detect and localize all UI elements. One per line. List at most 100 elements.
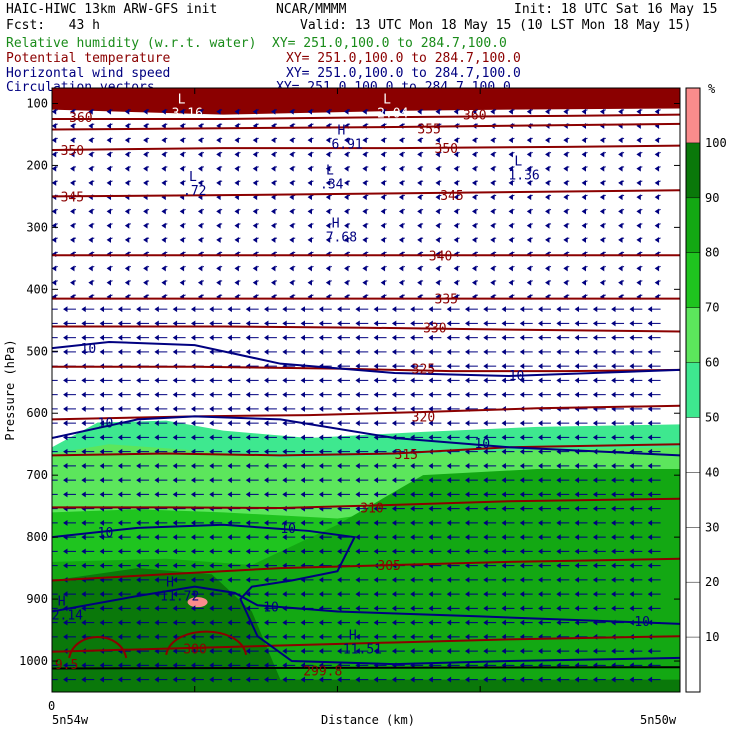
wind-vector-head xyxy=(300,591,305,598)
wind-vector-head xyxy=(508,208,513,215)
wind-vector-head xyxy=(556,519,561,526)
field-name-wind: Horizontal wind speed xyxy=(6,66,171,81)
wind-vector-head xyxy=(245,534,251,541)
wind-vector-head xyxy=(446,648,452,655)
wind-contour-3 xyxy=(52,585,680,625)
wind-vector-head xyxy=(636,208,641,215)
wind-vector-head xyxy=(154,420,159,427)
wind-vector-head xyxy=(574,348,580,355)
wind-vector-head xyxy=(556,320,561,327)
wind-vector-head xyxy=(629,591,634,598)
wind-vector-head xyxy=(318,591,324,598)
wind-vector-head xyxy=(172,391,178,398)
wind-vector-head xyxy=(88,222,93,229)
wind-vector-head xyxy=(398,108,404,115)
wind-vector-head xyxy=(483,334,488,341)
wind-vector-head xyxy=(355,377,360,384)
wind-vector-head xyxy=(136,377,141,384)
wind-vector-head xyxy=(391,605,397,612)
wind-vector-head xyxy=(373,448,379,455)
wind-vector-head xyxy=(398,265,404,272)
wind-vector-head xyxy=(483,648,488,655)
wind-vector-head xyxy=(501,320,506,327)
wind-vector-head xyxy=(161,179,166,186)
wind-vector-head xyxy=(618,279,623,286)
wind-vector-head xyxy=(519,491,525,498)
wind-vector-head xyxy=(508,265,513,272)
wind-vector-head xyxy=(618,236,623,243)
wind-vector-head xyxy=(117,377,123,384)
wind-vector-head xyxy=(325,165,331,172)
wind-vector-head xyxy=(161,137,166,144)
wind-vector-head xyxy=(154,633,159,640)
wind-vector-head xyxy=(63,633,68,640)
wind-vector-head xyxy=(117,591,123,598)
wind-vector-head xyxy=(508,194,513,201)
wind-vector-head xyxy=(245,434,251,441)
wind-vector-head xyxy=(154,662,159,669)
wind-vector-head xyxy=(446,519,452,526)
wind-vector-head xyxy=(245,391,251,398)
wind-vector-head xyxy=(209,619,214,626)
wind-vector-head xyxy=(563,222,568,229)
wind-vector-head xyxy=(300,405,305,412)
wind-vector-head xyxy=(63,548,68,555)
wind-vector-head xyxy=(300,306,305,313)
wind-vector-head xyxy=(391,548,397,555)
wind-vector-head xyxy=(428,605,433,612)
wind-vector-head xyxy=(179,122,185,129)
colorbar-level-label: 70 xyxy=(705,301,719,315)
wind-vector-head xyxy=(446,434,452,441)
wind-vector-head xyxy=(501,491,506,498)
wind-vector-head xyxy=(136,434,141,441)
wind-vector-head xyxy=(362,265,367,272)
wind-vector-head xyxy=(337,619,342,626)
wind-vector-head xyxy=(391,363,397,370)
wind-vector-head xyxy=(362,165,367,172)
wind-vector-head xyxy=(391,334,397,341)
wind-vector-head xyxy=(380,279,386,286)
wind-vector-head xyxy=(190,377,196,384)
wind-vector-head xyxy=(380,208,386,215)
wind-vector-head xyxy=(88,151,93,158)
wind-vector-head xyxy=(172,534,178,541)
wind-vector-head xyxy=(172,619,178,626)
wind-vector-head xyxy=(446,391,452,398)
wind-vector-head xyxy=(380,151,386,158)
wind-vector-head xyxy=(654,279,660,286)
wind-vector-head xyxy=(161,122,166,129)
wind-vector-head xyxy=(355,591,360,598)
wind-vector-head xyxy=(154,334,159,341)
wind-vector-head xyxy=(410,462,415,469)
wind-vector-head xyxy=(592,320,598,327)
wind-vector-head xyxy=(563,108,568,115)
wind-vector-head xyxy=(143,165,148,172)
wind-vector-head xyxy=(611,605,616,612)
wind-vector-head xyxy=(117,562,123,569)
wind-vector-head xyxy=(435,165,440,172)
wind-vector-head xyxy=(574,648,580,655)
wind-vector-head xyxy=(373,576,379,583)
wind-vector-head xyxy=(398,208,404,215)
wind-vector-head xyxy=(636,108,641,115)
wind-vector-head xyxy=(289,194,294,201)
wind-vector-head xyxy=(611,591,616,598)
wind-vector-head xyxy=(136,548,141,555)
wind-vector-head xyxy=(154,576,159,583)
wind-vector-head xyxy=(592,662,598,669)
wind-vector-head xyxy=(172,462,178,469)
wind-vector-head xyxy=(556,363,561,370)
wind-vector-head xyxy=(337,462,342,469)
wind-vector-head xyxy=(398,165,404,172)
wind-vector-head xyxy=(417,208,422,215)
wind-vector-head xyxy=(647,348,653,355)
wind-vector-head xyxy=(654,222,660,229)
wind-vector-head xyxy=(611,363,616,370)
wind-vector-head xyxy=(337,377,342,384)
wind-vector-head xyxy=(318,462,324,469)
wind-vector-head xyxy=(190,477,196,484)
wind-vector-head xyxy=(216,222,221,229)
wind-vector-head xyxy=(289,265,294,272)
wind-vector-head xyxy=(172,548,178,555)
wind-vector-head xyxy=(471,236,477,243)
